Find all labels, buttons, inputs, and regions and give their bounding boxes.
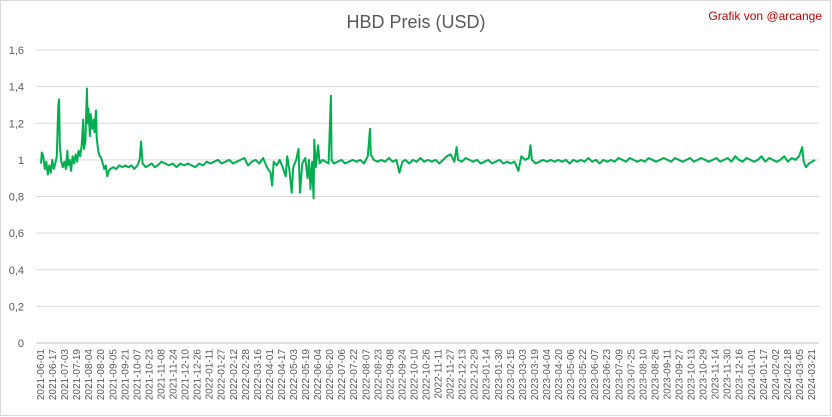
x-tick-label: 2022-09-24 (397, 349, 408, 401)
y-tick-label: 0 (18, 338, 24, 350)
x-tick-label: 2023-01-14 (482, 349, 493, 401)
y-tick-label: 1,6 (9, 45, 24, 57)
x-tick-label: 2022-12-13 (458, 349, 469, 401)
x-tick-label: 2021-06-17 (48, 349, 59, 401)
series-line-hbd-price (40, 87, 816, 200)
x-tick-label: 2022-04-17 (277, 349, 288, 401)
x-tick-label: 2021-08-20 (96, 349, 107, 401)
x-tick-label: 2023-02-15 (506, 349, 517, 401)
x-tick-label: 2023-04-04 (542, 349, 553, 401)
x-tick-label: 2022-08-07 (361, 349, 372, 401)
credit-label: Grafik von @arcange (708, 9, 822, 23)
x-tick-label: 2021-07-03 (60, 349, 71, 401)
x-tick-label: 2022-01-27 (217, 349, 228, 401)
x-tick-label: 2024-02-02 (771, 349, 782, 401)
x-tick-label: 2023-10-29 (699, 349, 710, 401)
y-tick-label: 1 (18, 155, 24, 167)
x-tick-label: 2024-01-01 (747, 349, 758, 401)
x-tick-label: 2023-05-22 (578, 349, 589, 401)
x-tick-label: 2022-06-04 (313, 349, 324, 401)
y-tick-label: 0,8 (9, 192, 24, 204)
x-tick-label: 2022-12-29 (470, 349, 481, 401)
x-tick-label: 2023-06-07 (590, 349, 601, 401)
x-tick-label: 2021-06-01 (36, 349, 47, 401)
x-tick-label: 2023-08-26 (650, 349, 661, 401)
x-tick-label: 2021-10-07 (132, 349, 143, 401)
x-tick-label: 2023-09-11 (662, 349, 673, 400)
x-tick-label: 2021-12-10 (181, 349, 192, 401)
x-tick-label: 2022-06-20 (325, 349, 336, 401)
x-tick-label: 2022-11-11 (434, 349, 445, 399)
y-tick-label: 0,6 (9, 228, 24, 240)
x-tick-label: 2022-05-19 (301, 349, 312, 401)
y-tick-label: 0,4 (9, 265, 24, 277)
x-tick-label: 2023-07-09 (614, 349, 625, 401)
x-tick-label: 2023-01-30 (494, 349, 505, 401)
x-tick-label: 2022-04-01 (265, 349, 276, 401)
x-tick-label: 2023-08-10 (638, 349, 649, 401)
x-tick-label: 2023-03-03 (518, 349, 529, 401)
x-tick-label: 2022-11-27 (446, 349, 457, 400)
x-tick-label: 2022-02-12 (229, 349, 240, 401)
x-tick-label: 2022-10-10 (409, 349, 420, 401)
x-axis-ticks: 2021-06-01 2021-06-17 2021-07-03 2021-07-19… (36, 349, 818, 401)
x-tick-label: 2023-09-27 (674, 349, 685, 401)
x-tick-label: 2021-11-08 (156, 349, 167, 400)
x-tick-label: 2023-12-16 (735, 349, 746, 401)
x-tick-label: 2021-11-24 (169, 349, 180, 400)
x-tick-label: 2022-05-03 (289, 349, 300, 401)
x-tick-label: 2023-10-13 (687, 349, 698, 401)
series-layer (40, 87, 816, 200)
x-tick-label: 2022-09-08 (385, 349, 396, 401)
x-tick-label: 2024-02-18 (783, 349, 794, 401)
y-tick-label: 0,2 (9, 301, 24, 313)
x-tick-label: 2021-12-26 (193, 349, 204, 401)
x-tick-label: 2024-01-17 (759, 349, 770, 401)
x-tick-label: 2022-10-26 (422, 349, 433, 401)
y-tick-label: 1,4 (9, 82, 24, 94)
x-tick-label: 2021-10-23 (144, 349, 155, 401)
x-tick-label: 2024-03-05 (795, 349, 806, 401)
x-tick-label: 2022-02-28 (241, 349, 252, 401)
x-tick-label: 2022-08-23 (373, 349, 384, 401)
x-tick-label: 2022-03-16 (253, 349, 264, 401)
x-tick-label: 2023-06-23 (602, 349, 613, 401)
x-tick-label: 2022-01-11 (205, 349, 216, 400)
x-tick-label: 2021-07-19 (72, 349, 83, 401)
x-tick-label: 2022-07-06 (337, 349, 348, 401)
x-tick-label: 2021-08-04 (84, 349, 95, 401)
x-tick-label: 2023-11-14 (711, 349, 722, 400)
y-tick-label: 1,2 (9, 118, 24, 130)
x-tick-label: 2024-03-21 (807, 349, 818, 401)
chart-title: HBD Preis (USD) (346, 12, 486, 32)
y-axis-ticks: 0 0,2 0,4 0,6 0,8 1 1,2 1,4 1,6 (9, 45, 24, 350)
x-tick-label: 2023-03-19 (530, 349, 541, 401)
gridlines (36, 49, 819, 344)
x-tick-label: 2021-09-21 (120, 349, 131, 401)
x-tick-label: 2023-05-06 (566, 349, 577, 401)
x-tick-label: 2021-09-05 (108, 349, 119, 401)
x-tick-label: 2023-07-25 (626, 349, 637, 401)
x-tick-label: 2022-07-22 (349, 349, 360, 401)
x-tick-label: 2023-04-20 (554, 349, 565, 401)
x-tick-label: 2023-11-30 (723, 349, 734, 400)
